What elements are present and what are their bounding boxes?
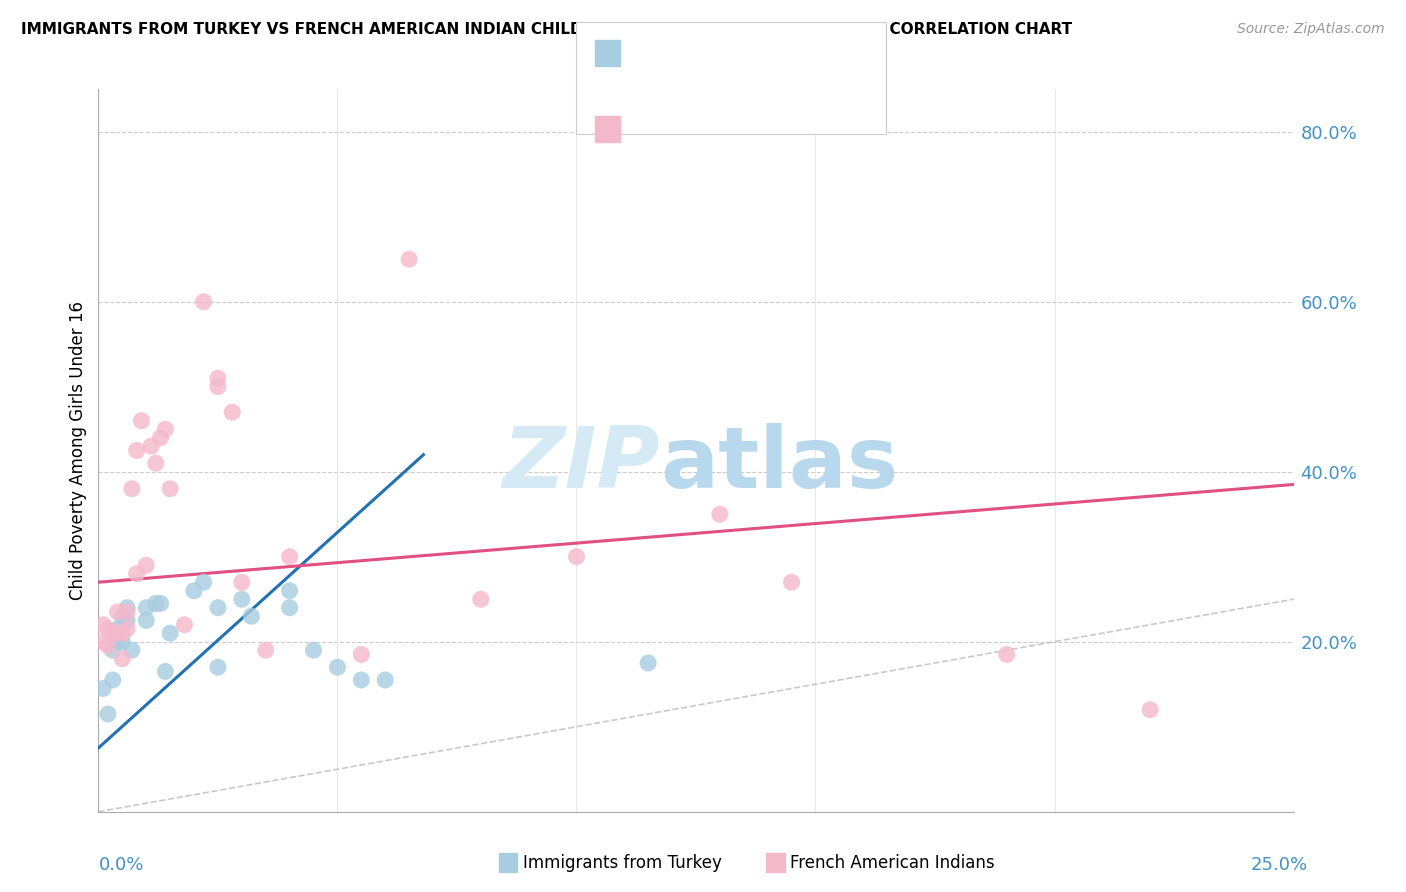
Point (125, 566, 148, 581)
Point (115, 605, 138, 619)
Point (101, 673, 124, 687)
Point (350, 648, 373, 662)
Point (101, 643, 124, 657)
Point (470, 592, 492, 607)
Point (115, 622, 138, 636)
Point (193, 575, 215, 590)
Point (125, 443, 148, 458)
Point (240, 609, 263, 624)
Point (135, 614, 157, 628)
Point (709, 507, 731, 521)
Point (159, 626, 181, 640)
Point (111, 634, 134, 648)
Point (398, 252, 420, 267)
Point (155, 665, 177, 679)
Point (135, 600, 157, 615)
Text: atlas: atlas (661, 424, 898, 507)
Point (278, 549, 301, 564)
Text: N = 31: N = 31 (773, 113, 841, 131)
Point (97, 706, 120, 721)
Point (97, 639, 120, 653)
Point (183, 583, 205, 598)
Text: R = 0.501: R = 0.501 (628, 45, 727, 62)
Text: 25.0%: 25.0% (1250, 856, 1308, 874)
Point (145, 597, 167, 611)
Point (302, 643, 325, 657)
Point (780, 575, 803, 590)
Point (221, 405, 243, 419)
Point (159, 482, 181, 496)
Point (115, 614, 138, 628)
Text: N = 15: N = 15 (773, 45, 841, 62)
Point (91, 617, 114, 632)
Y-axis label: Child Poverty Among Girls Under 16: Child Poverty Among Girls Under 16 (69, 301, 87, 600)
Point (111, 626, 134, 640)
Point (149, 597, 172, 611)
Text: Source: ZipAtlas.com: Source: ZipAtlas.com (1237, 22, 1385, 37)
Point (155, 422, 177, 436)
Text: Immigrants from Turkey: Immigrants from Turkey (523, 854, 721, 871)
Point (145, 456, 167, 470)
Point (231, 575, 253, 590)
Point (207, 600, 229, 615)
Point (207, 371, 229, 385)
Text: French American Indians: French American Indians (790, 854, 995, 871)
Point (637, 656, 659, 670)
Point (173, 617, 195, 632)
Point (207, 660, 229, 674)
Point (1139, 703, 1161, 717)
Point (115, 600, 138, 615)
Point (111, 651, 134, 665)
Point (374, 673, 396, 687)
Text: 0.0%: 0.0% (98, 856, 143, 874)
Text: ZIP: ZIP (502, 424, 661, 507)
Point (193, 294, 215, 309)
Point (107, 605, 129, 619)
Point (350, 673, 373, 687)
Point (111, 609, 134, 624)
Point (231, 592, 253, 607)
Point (107, 622, 129, 636)
Point (101, 626, 124, 640)
Point (107, 626, 129, 640)
Point (91, 681, 114, 696)
Point (149, 431, 172, 445)
Point (121, 482, 143, 496)
Point (97, 622, 120, 636)
Point (207, 380, 229, 394)
Point (135, 558, 157, 573)
Point (995, 648, 1018, 662)
Point (254, 643, 277, 657)
Point (91, 634, 114, 648)
Point (565, 549, 588, 564)
Point (139, 439, 162, 453)
Point (131, 414, 153, 428)
Point (107, 634, 129, 648)
Point (121, 643, 143, 657)
Point (326, 660, 349, 674)
Point (278, 583, 301, 598)
Text: IMMIGRANTS FROM TURKEY VS FRENCH AMERICAN INDIAN CHILD POVERTY AMONG GIRLS UNDER: IMMIGRANTS FROM TURKEY VS FRENCH AMERICA… (21, 22, 1073, 37)
Text: R = 0.159: R = 0.159 (628, 113, 727, 131)
Point (278, 600, 301, 615)
